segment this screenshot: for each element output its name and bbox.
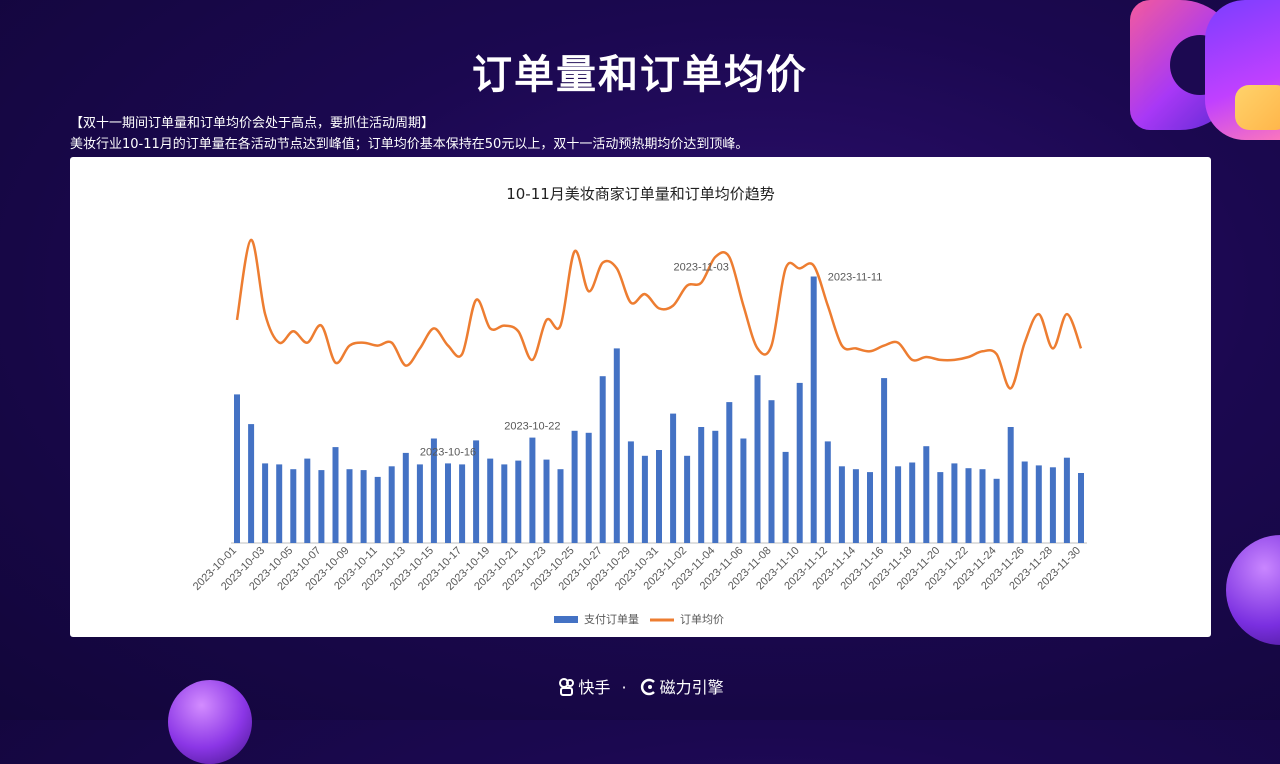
bar-2023-10-03 (262, 463, 269, 543)
bar-2023-11-14 (852, 469, 859, 543)
bar-2023-10-05 (290, 469, 297, 543)
bar-2023-10-17 (459, 464, 466, 543)
bar-2023-10-31 (656, 450, 662, 543)
kuaishou-logo-icon (558, 677, 576, 700)
bar-2023-11-21 (951, 463, 958, 543)
bar-2023-10-30 (641, 455, 648, 543)
bar-2023-10-16 (445, 463, 451, 543)
bar-2023-10-12 (388, 466, 395, 543)
bar-2023-10-19 (487, 458, 494, 543)
bar-2023-10-01 (234, 394, 240, 543)
subtitle-description: 美妆行业10-11月的订单量在各活动节点达到峰值；订单均价基本保持在50元以上，… (70, 137, 749, 152)
bar-2023-11-22 (965, 468, 972, 543)
decor-shape-k (1205, 0, 1280, 140)
bar-2023-10-21 (515, 460, 522, 543)
bar-2023-10-09 (346, 469, 353, 543)
bar-2023-10-10 (360, 470, 367, 543)
bar-2023-11-07 (754, 375, 761, 543)
bar-2023-11-25 (1007, 427, 1014, 543)
footer-brand-cili: 磁力引擎 (659, 678, 724, 697)
bar-2023-11-10 (796, 382, 803, 543)
bar-2023-10-22 (529, 437, 536, 543)
decor-sphere-right (1226, 535, 1280, 645)
bar-2023-11-19 (923, 446, 930, 543)
annotation-label: 2023-11-03 (673, 262, 728, 274)
bar-2023-10-20 (501, 464, 508, 543)
chart-panel: 10-11月美妆商家订单量和订单均价趋势 2023-10-01 2023-10-0… (70, 157, 1211, 637)
bar-2023-10-07 (318, 470, 325, 543)
bar-2023-11-20 (937, 472, 944, 543)
bar-2023-11-03 (698, 427, 705, 543)
bar-2023-10-18 (473, 440, 480, 543)
series-line-avg-price (235, 238, 1083, 390)
bar-2023-11-12 (824, 441, 831, 543)
bar-2023-10-14 (416, 464, 423, 543)
bar-2023-10-28 (613, 348, 620, 543)
bar-2023-11-24 (993, 478, 1000, 543)
bar-2023-10-26 (585, 432, 592, 543)
bar-2023-11-23 (979, 469, 986, 543)
legend-swatch-bar (554, 616, 578, 623)
subtitle-headline: 【双十一期间订单量和订单均价会处于高点，要抓住活动周期】 (70, 116, 435, 131)
chart-title: 10-11月美妆商家订单量和订单均价趋势 (506, 185, 775, 203)
cili-engine-logo-icon (640, 678, 658, 700)
combo-chart: 2023-10-012023-10-032023-10-052023-10-07… (191, 238, 1087, 626)
bar-2023-10-11 (374, 476, 381, 543)
bar-2023-10-06 (304, 458, 311, 543)
page-title: 订单量和订单均价 (472, 52, 808, 98)
annotation-label: 2023-11-11 (828, 272, 883, 284)
bar-2023-11-09 (782, 451, 789, 543)
bar-2023-11-16 (881, 378, 888, 543)
bar-2023-10-27 (599, 376, 606, 543)
bar-2023-11-04 (712, 430, 719, 543)
bar-2023-11-26 (1021, 461, 1028, 543)
bar-2023-11-01 (670, 413, 677, 543)
bar-2023-11-28 (1049, 467, 1056, 543)
bar-2023-10-15 (430, 438, 437, 543)
annotation-label: 2023-10-16 (420, 446, 476, 458)
bar-2023-11-29 (1063, 457, 1070, 543)
bar-2023-10-29 (627, 441, 634, 543)
bar-2023-11-08 (768, 400, 775, 543)
bar-2023-10-08 (332, 447, 339, 543)
footer-separator: · (621, 678, 627, 697)
bar-2023-10-13 (402, 452, 409, 543)
bar-2023-11-11 (810, 276, 817, 543)
bar-2023-11-05 (726, 402, 733, 543)
bar-2023-10-24 (557, 469, 564, 543)
bar-2023-11-06 (740, 438, 747, 543)
bar-2023-10-04 (276, 464, 283, 543)
footer-branding: 快手 · 磁力引擎 (0, 674, 1280, 700)
legend-label-orders: 支付订单量 (584, 613, 639, 626)
footer-brand-kuaishou: 快手 (578, 678, 611, 697)
bar-2023-11-15 (867, 472, 873, 543)
bar-2023-11-17 (895, 466, 902, 543)
bar-2023-10-25 (571, 430, 578, 543)
bar-2023-11-13 (838, 466, 845, 543)
bar-2023-11-18 (909, 462, 916, 543)
annotation-label: 2023-10-22 (504, 421, 560, 433)
legend-label-avg-price: 订单均价 (680, 613, 724, 626)
bar-2023-10-02 (248, 424, 255, 543)
bar-2023-11-27 (1035, 465, 1042, 543)
bar-2023-11-30 (1078, 473, 1084, 543)
bar-2023-11-02 (684, 455, 691, 543)
bar-2023-10-23 (543, 459, 550, 543)
